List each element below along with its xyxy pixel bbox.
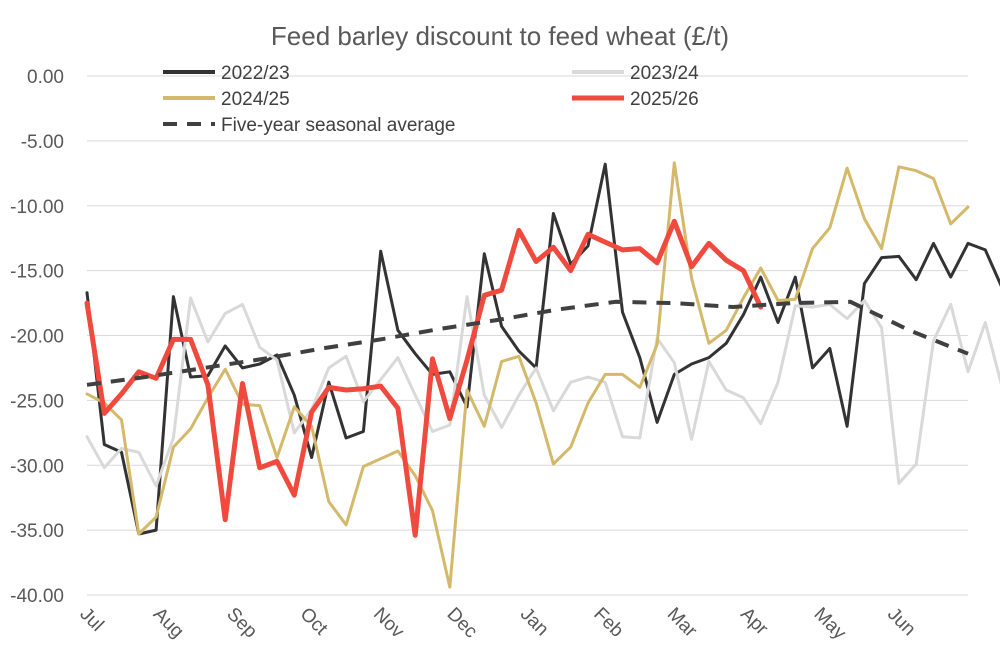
- series-line-2024-25: [85, 161, 970, 589]
- y-tick-label: -30.00: [10, 456, 64, 477]
- legend-label: 2023/24: [630, 63, 699, 84]
- x-tick-label: Sep: [222, 604, 261, 643]
- y-tick-label: -15.00: [10, 262, 64, 283]
- legend-label: 2025/26: [630, 89, 699, 110]
- x-axis-labels: Jul Aug Sep Oct Nov Dec Jan Feb Mar Apr May Jun: [75, 604, 919, 645]
- x-tick-label: Dec: [443, 604, 482, 643]
- y-axis-labels: 0.00 -5.00 -10.00 -15.00 -20.00 -25.00 -30.00 -…: [10, 67, 64, 607]
- y-tick-label: -25.00: [10, 391, 64, 412]
- legend-label: Five-year seasonal average: [221, 115, 455, 136]
- x-tick-label: Mar: [663, 604, 701, 642]
- y-tick-label: -20.00: [10, 327, 64, 348]
- x-tick-label: May: [810, 604, 851, 645]
- legend-label: 2024/25: [221, 89, 290, 110]
- gridlines: [87, 75, 968, 596]
- x-tick-label: Jun: [883, 604, 920, 641]
- y-tick-label: -35.00: [10, 521, 64, 542]
- series-lines: [84, 161, 1000, 589]
- legend: 2022/23 2023/24 2024/25 2025/26 Five-year se…: [163, 63, 699, 136]
- y-tick-label: 0.00: [27, 67, 64, 88]
- legend-label: 2022/23: [221, 63, 290, 84]
- series-line-2023-24: [85, 295, 1000, 488]
- y-tick-label: -40.00: [10, 586, 64, 607]
- series-line-2022-23: [85, 162, 1000, 536]
- x-tick-label: Aug: [149, 604, 188, 643]
- series-line-2025-26: [84, 218, 764, 538]
- x-tick-label: Feb: [589, 604, 627, 642]
- chart-title: Feed barley discount to feed wheat (£/t): [271, 21, 729, 51]
- x-tick-label: Jul: [75, 604, 107, 636]
- y-tick-label: -10.00: [10, 197, 64, 218]
- x-tick-label: Apr: [736, 604, 772, 640]
- x-tick-label: Jan: [516, 604, 553, 641]
- x-tick-label: Nov: [369, 604, 408, 643]
- x-tick-label: Oct: [296, 604, 332, 640]
- y-tick-label: -5.00: [21, 132, 64, 153]
- series-line-five-year-seasonal-average: [86, 299, 969, 387]
